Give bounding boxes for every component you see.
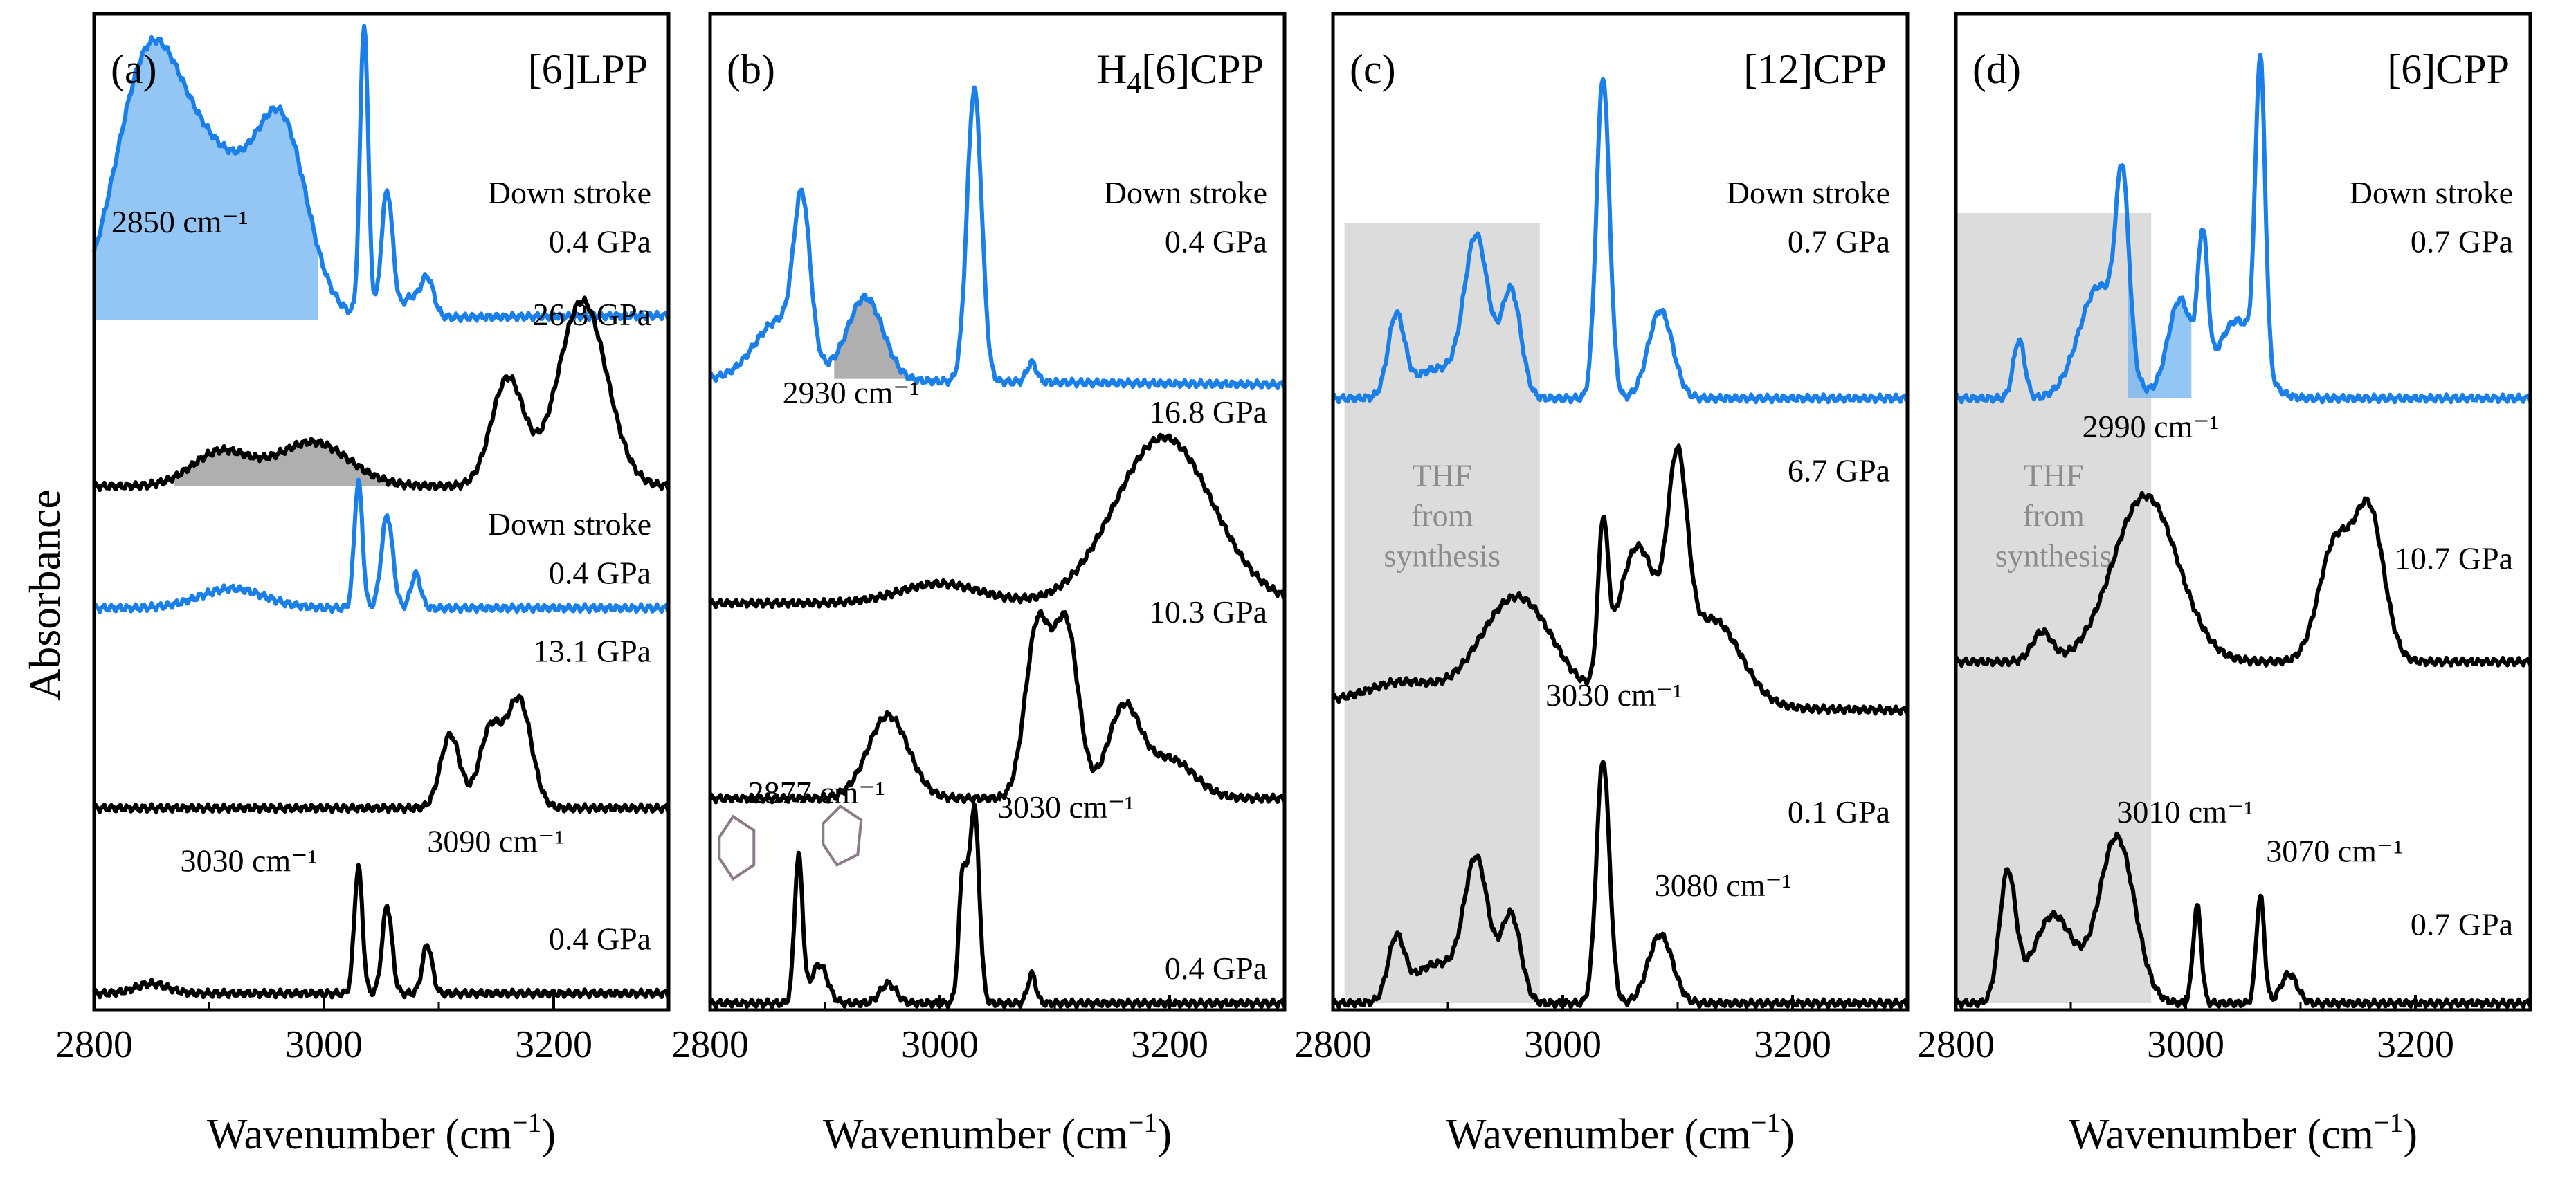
- annotation-label: 2850 cm⁻¹: [111, 204, 248, 239]
- series-line-0: [708, 85, 1286, 391]
- annotation-label: 0.4 GPa: [549, 921, 651, 956]
- molecule-ring: [718, 814, 756, 881]
- plot-frame: [708, 12, 1287, 1012]
- panel-label: (b): [727, 46, 775, 92]
- series-line-0: [1331, 77, 1909, 405]
- x-tick-label: 3200: [1754, 1023, 1831, 1066]
- x-tick-label: 2800: [1917, 1023, 1995, 1066]
- annotation-label: 3030 cm⁻¹: [1545, 677, 1682, 713]
- series-line-1: [1954, 491, 2532, 668]
- annotation-label: 0.7 GPa: [2411, 906, 2513, 942]
- annotation-label: Down stroke: [488, 506, 651, 542]
- plot-frame: [92, 12, 671, 1012]
- thf-region: [1956, 212, 2152, 1003]
- x-tick-label: 2800: [55, 1023, 133, 1066]
- panel-c: THF from synthesis 2800 3000 3200 Wavenumber (…: [1294, 12, 1910, 1158]
- panel-a: 2800 3000 3200 Wavenumber (cm−1) (a) [6]LPP Do…: [55, 12, 671, 1158]
- x-tick-label: 3200: [515, 1023, 592, 1066]
- annotation-label: 16.8 GPa: [1149, 394, 1267, 430]
- thf-label: synthesis: [1384, 538, 1500, 574]
- x-tick-label: 3000: [901, 1023, 979, 1066]
- series-line-0: [1954, 53, 2532, 405]
- annotation-label: 13.1 GPa: [533, 634, 651, 669]
- panel-title: [6]LPP: [528, 46, 648, 92]
- annotation-label: 10.7 GPa: [2395, 541, 2513, 576]
- annotation-label: 3030 cm⁻¹: [181, 843, 318, 879]
- annotation-label: 0.4 GPa: [1165, 951, 1267, 986]
- x-tick-label: 3000: [285, 1023, 363, 1066]
- x-tick-label: 3200: [1131, 1023, 1208, 1066]
- annotation-label: 0.7 GPa: [2411, 223, 2513, 259]
- x-axis-label: Wavenumber (cm−1): [823, 1107, 1172, 1158]
- molecule-ring: [822, 804, 863, 867]
- thf-label: THF: [1412, 458, 1472, 493]
- x-axis-label: Wavenumber (cm−1): [1446, 1107, 1795, 1158]
- annotation-label: 0.4 GPa: [1165, 223, 1267, 259]
- series-line-4: [92, 863, 670, 1000]
- panel-label: (a): [111, 46, 157, 92]
- x-tick-label: 3200: [2377, 1023, 2454, 1066]
- annotation-label: Down stroke: [2350, 175, 2513, 210]
- thf-region: [1344, 223, 1540, 1003]
- thf-label: from: [1411, 498, 1473, 533]
- annotation-label: 3070 cm⁻¹: [2266, 834, 2403, 869]
- plot-frame: [1331, 12, 1910, 1012]
- thf-label: from: [2022, 498, 2085, 533]
- annotation-label: 3030 cm⁻¹: [997, 789, 1134, 825]
- shaded-band-0: [2128, 240, 2192, 398]
- plot-frame: [1954, 12, 2532, 1012]
- annotation-label: Down stroke: [488, 175, 651, 210]
- series-line-1: [1331, 443, 1909, 716]
- thf-label: synthesis: [1995, 538, 2112, 574]
- panel-label: (c): [1350, 46, 1396, 92]
- x-tick-label: 2800: [1294, 1023, 1372, 1066]
- series-line-2: [92, 477, 670, 614]
- x-axis-label: Wavenumber (cm−1): [2069, 1107, 2418, 1158]
- panel-d: THF from synthesis 2800 3000 3200 Wavenumber (…: [1917, 12, 2532, 1158]
- annotation-label: 2990 cm⁻¹: [2083, 409, 2220, 444]
- molecule-sketch: [718, 804, 863, 881]
- annotation-label: 3090 cm⁻¹: [427, 823, 564, 859]
- thf-label: THF: [2024, 458, 2084, 493]
- y-axis-label: Absorbance: [20, 489, 69, 701]
- annotation-label: 0.4 GPa: [549, 556, 651, 591]
- series-line-3: [708, 802, 1286, 1009]
- annotation-label: 26.3 GPa: [533, 297, 651, 332]
- series-line-2: [708, 609, 1286, 805]
- x-tick-label: 2800: [671, 1023, 749, 1066]
- panels: 2800 3000 3200 Wavenumber (cm−1) (a) [6]LPP Do…: [55, 12, 2532, 1158]
- annotation-label: 3010 cm⁻¹: [2116, 794, 2253, 829]
- x-tick-label: 3000: [1524, 1023, 1602, 1066]
- panel-b: 2800 3000 3200 Wavenumber (cm−1) (b) H4[6]CPP…: [671, 12, 1287, 1158]
- annotation-label: 0.1 GPa: [1788, 794, 1890, 829]
- panel-title: [6]CPP: [2387, 46, 2510, 92]
- annotation-label: 2877 cm⁻¹: [748, 775, 885, 810]
- series-line-2: [1954, 831, 2532, 1009]
- series-line-3: [92, 693, 670, 814]
- x-axis-label: Wavenumber (cm−1): [207, 1107, 556, 1158]
- series-line-2: [1331, 760, 1909, 1009]
- series-line-1: [92, 295, 670, 493]
- panel-title: H4[6]CPP: [1097, 46, 1264, 100]
- annotation-label: Down stroke: [1727, 175, 1890, 210]
- annotation-label: 10.3 GPa: [1149, 594, 1267, 630]
- shaded-band-0: [94, 37, 318, 321]
- annotation-label: 2930 cm⁻¹: [783, 375, 920, 410]
- annotation-label: 3080 cm⁻¹: [1655, 868, 1792, 903]
- panel-title: [12]CPP: [1743, 46, 1887, 92]
- annotation-label: 6.7 GPa: [1788, 453, 1890, 488]
- panel-label: (d): [1972, 46, 2021, 92]
- annotation-label: Down stroke: [1104, 175, 1267, 210]
- series-line-1: [708, 432, 1287, 609]
- annotation-label: 0.7 GPa: [1788, 223, 1890, 259]
- x-tick-label: 3000: [2147, 1023, 2224, 1066]
- annotation-label: 0.4 GPa: [549, 223, 651, 259]
